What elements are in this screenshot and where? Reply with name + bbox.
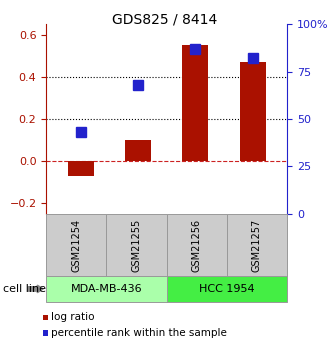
Text: GDS825 / 8414: GDS825 / 8414 [113,12,217,26]
Text: cell line: cell line [3,284,46,294]
Bar [125,140,151,161]
Bar [182,45,208,161]
Bar [68,161,93,176]
Text: percentile rank within the sample: percentile rank within the sample [51,328,227,338]
Bar [240,62,266,161]
Text: MDA-MB-436: MDA-MB-436 [71,284,142,294]
Text: GSM21257: GSM21257 [252,218,262,272]
Text: HCC 1954: HCC 1954 [199,284,255,294]
Text: GSM21254: GSM21254 [71,218,81,272]
Text: log ratio: log ratio [51,313,95,322]
Text: GSM21255: GSM21255 [132,218,142,272]
Text: GSM21256: GSM21256 [192,218,202,272]
